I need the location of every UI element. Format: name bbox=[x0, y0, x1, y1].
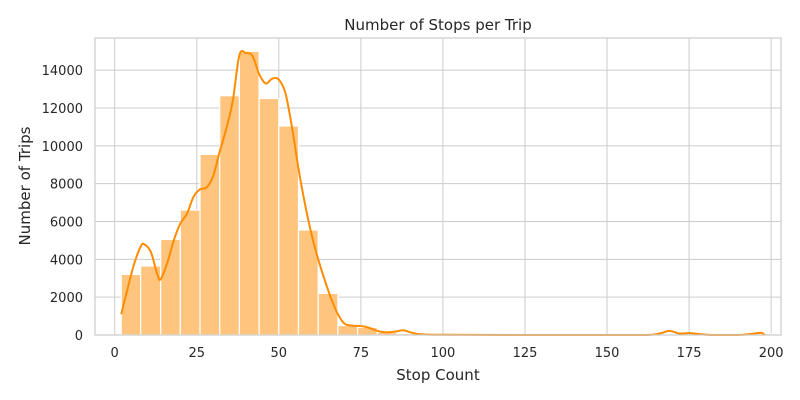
plot-frame bbox=[94, 37, 782, 336]
bars-layer bbox=[120, 50, 772, 336]
histogram-bar bbox=[317, 292, 339, 336]
y-tick-label: 0 bbox=[75, 329, 83, 344]
y-tick-label: 14000 bbox=[42, 64, 83, 79]
x-tick-label: 50 bbox=[271, 346, 288, 361]
y-tick-label: 10000 bbox=[42, 140, 83, 155]
y-axis-label: Number of Trips bbox=[16, 126, 34, 245]
histogram-bar bbox=[356, 326, 378, 336]
histogram-bar bbox=[258, 97, 280, 336]
x-tick-label: 75 bbox=[353, 346, 370, 361]
x-tick-labels: 0 25 50 75 100 125 150 175 200 bbox=[111, 346, 784, 361]
y-tick-label: 2000 bbox=[50, 291, 83, 306]
y-tick-label: 12000 bbox=[42, 102, 83, 117]
y-tick-label: 8000 bbox=[50, 178, 83, 193]
x-tick-label: 0 bbox=[111, 346, 119, 361]
x-axis-label: Stop Count bbox=[396, 366, 480, 384]
x-tick-label: 200 bbox=[759, 346, 784, 361]
x-tick-label: 25 bbox=[188, 346, 205, 361]
histogram-bar bbox=[278, 125, 300, 336]
x-tick-label: 100 bbox=[431, 346, 456, 361]
x-tick-label: 125 bbox=[513, 346, 538, 361]
chart-title: Number of Stops per Trip bbox=[344, 16, 531, 34]
histogram-bar bbox=[238, 50, 260, 336]
histogram-bar bbox=[179, 209, 201, 336]
y-tick-label: 4000 bbox=[50, 253, 83, 268]
histogram-bar bbox=[219, 95, 241, 336]
histogram-bar bbox=[337, 324, 359, 336]
x-tick-label: 150 bbox=[595, 346, 620, 361]
x-tick-label: 175 bbox=[677, 346, 702, 361]
y-tick-labels: 0 2000 4000 6000 8000 10000 12000 14000 bbox=[42, 64, 83, 344]
y-tick-label: 6000 bbox=[50, 215, 83, 230]
